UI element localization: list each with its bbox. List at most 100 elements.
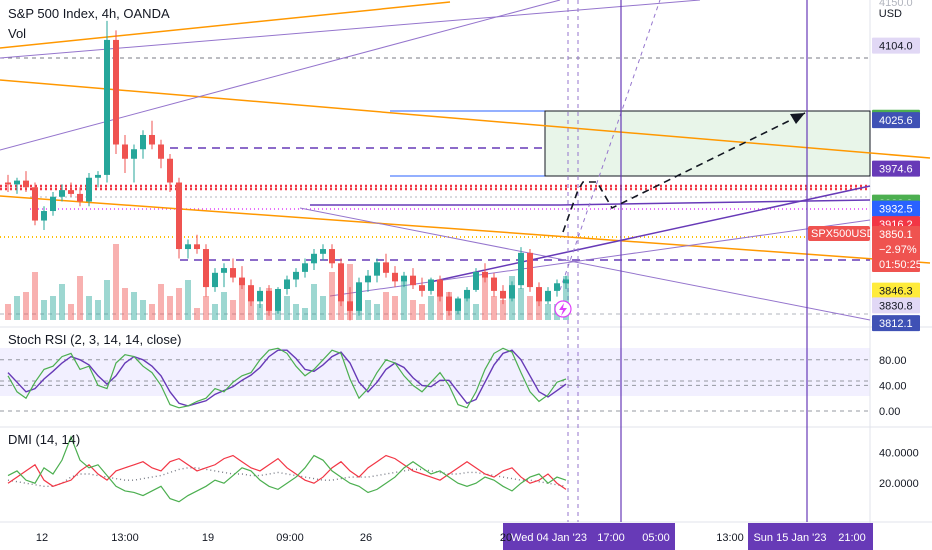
x-axis-label: 20 — [500, 532, 512, 544]
candle — [554, 283, 560, 291]
current-price-price: 3850.1 — [879, 229, 913, 241]
candle — [410, 275, 416, 286]
candle — [491, 277, 497, 291]
x-axis-label: Wed 04 Jan '23 — [511, 532, 587, 544]
volume-bar — [239, 280, 245, 320]
x-axis-label: 21:00 — [838, 532, 866, 544]
lilac-trendline — [299, 207, 871, 321]
volume-bar — [104, 280, 110, 320]
volume-bar — [5, 304, 11, 320]
x-axis-label: 05:00 — [642, 532, 670, 544]
orange-trendline — [0, 79, 931, 159]
candle — [320, 249, 326, 254]
candle — [527, 252, 533, 288]
price-label-text: 3812.1 — [879, 318, 913, 330]
dmi-title: DMI (14, 14) — [8, 432, 81, 447]
candle — [95, 174, 101, 178]
volume-bar — [176, 288, 182, 320]
candle — [140, 134, 146, 150]
price-label-text: 4025.6 — [879, 115, 913, 127]
candle — [509, 285, 515, 299]
candle — [248, 285, 254, 302]
volume-bar — [491, 296, 497, 320]
x-axis-label: Sun 15 Jan '23 — [753, 532, 826, 544]
candle — [446, 296, 452, 311]
candle — [536, 287, 542, 302]
candle — [176, 182, 182, 250]
candle — [59, 190, 65, 197]
volume-bar — [545, 304, 551, 320]
currency-label: USD — [878, 8, 902, 20]
volume-bar — [194, 308, 200, 320]
price-label-text: 3974.6 — [879, 164, 913, 176]
candle — [482, 271, 488, 278]
stoch-k-line — [7, 347, 567, 409]
dmi-minus-line — [7, 454, 567, 490]
volume-bar — [284, 296, 290, 320]
volume-bar — [140, 300, 146, 320]
candle — [203, 249, 209, 288]
candle — [266, 290, 272, 311]
volume-bar — [563, 276, 569, 320]
volume-bar — [473, 304, 479, 320]
candle — [113, 39, 119, 145]
volume-bar — [32, 272, 38, 320]
volume-bar — [527, 296, 533, 320]
candle — [455, 298, 461, 311]
stoch-tick: 80.00 — [879, 355, 907, 367]
candle — [122, 144, 128, 159]
volume-bar — [518, 288, 524, 320]
stoch-tick: 40.00 — [879, 380, 907, 392]
current-price-change: −2.97% — [879, 244, 917, 256]
candle — [284, 279, 290, 289]
x-axis-label: 12 — [36, 532, 48, 544]
volume-bar — [95, 300, 101, 320]
current-price-countdown: 01:50:25 — [879, 259, 922, 271]
volume-bar — [122, 288, 128, 320]
x-axis-highlight-range — [748, 523, 873, 550]
candle — [131, 149, 137, 159]
candle — [149, 134, 155, 145]
volume-bar — [68, 304, 74, 320]
candle — [14, 180, 20, 185]
candle — [338, 263, 344, 302]
volume-bar — [167, 296, 173, 320]
stoch-tick: 0.00 — [879, 406, 900, 418]
price-label — [872, 37, 920, 54]
symbol-tag — [808, 226, 870, 241]
volume-bar — [59, 284, 65, 320]
candle — [545, 290, 551, 302]
candle — [5, 182, 11, 185]
volume-bar — [257, 304, 263, 320]
projection-line — [559, 0, 661, 291]
volume-label: Vol — [8, 26, 27, 41]
dmi-plus-line — [7, 435, 567, 503]
price-label — [872, 282, 920, 299]
candle — [194, 244, 200, 250]
purple-wedge-line — [559, 199, 871, 206]
volume-bar — [77, 276, 83, 320]
volume-bar — [149, 304, 155, 320]
orange-trendline — [0, 195, 931, 264]
volume-bar — [158, 284, 164, 320]
projection-arrow — [562, 112, 806, 233]
x-axis-highlight-range — [503, 523, 675, 550]
price-label — [872, 297, 920, 314]
candle — [500, 290, 506, 299]
candle — [464, 289, 470, 299]
candle — [473, 271, 479, 290]
purple-wedge-line — [429, 185, 871, 283]
symbol-tag-text: SPX500USD — [811, 228, 875, 240]
candle — [428, 279, 434, 291]
volume-bar — [212, 304, 218, 320]
volume-bar — [437, 288, 443, 320]
volume-bar — [383, 292, 389, 320]
price-label-text: 3932.5 — [879, 204, 913, 216]
volume-bar — [419, 304, 425, 320]
candle — [257, 290, 263, 302]
lilac-trendline — [329, 219, 871, 297]
price-label — [872, 160, 920, 177]
